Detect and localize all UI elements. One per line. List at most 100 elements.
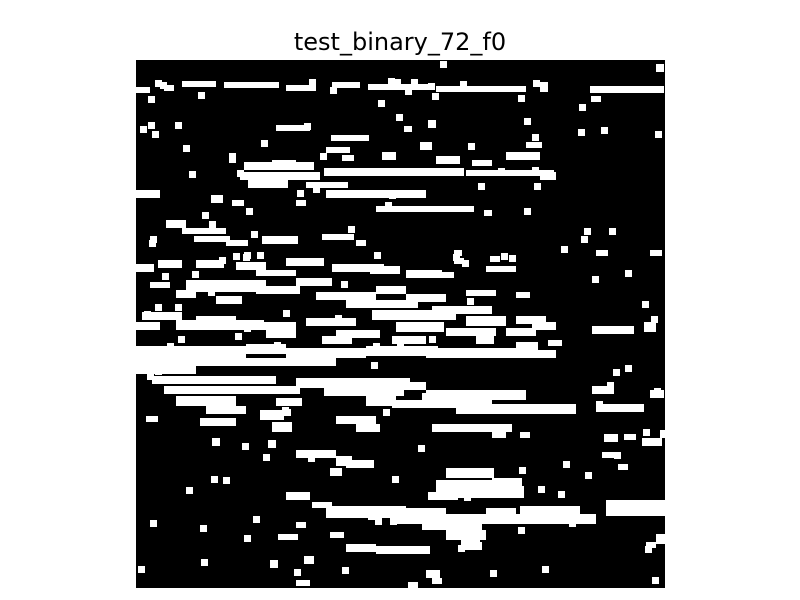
white-dot bbox=[625, 270, 632, 277]
white-dot bbox=[579, 104, 586, 111]
white-speckle bbox=[484, 210, 492, 216]
white-speckle bbox=[376, 286, 406, 294]
white-dot bbox=[584, 228, 591, 235]
white-speckle bbox=[346, 544, 376, 552]
white-speckle bbox=[520, 506, 580, 518]
white-dot bbox=[160, 82, 167, 89]
white-speckle bbox=[366, 508, 446, 516]
white-speckle bbox=[446, 468, 494, 478]
white-speckle bbox=[356, 240, 366, 246]
white-dot bbox=[150, 236, 157, 243]
white-dot bbox=[542, 566, 549, 573]
white-speckle bbox=[296, 580, 310, 586]
white-speckle bbox=[646, 542, 656, 548]
white-speckle bbox=[286, 348, 366, 358]
white-speckle bbox=[540, 172, 556, 180]
white-speckle bbox=[422, 520, 482, 530]
white-dot bbox=[394, 79, 401, 86]
white-dot bbox=[335, 315, 342, 322]
white-speckle bbox=[492, 478, 522, 486]
white-dot bbox=[490, 570, 497, 577]
white-dot bbox=[235, 333, 242, 340]
white-speckle bbox=[426, 310, 456, 320]
white-dot bbox=[518, 527, 525, 534]
white-dot bbox=[509, 255, 516, 262]
white-speckle bbox=[342, 155, 354, 161]
white-dot bbox=[578, 129, 585, 136]
white-dot bbox=[244, 535, 251, 542]
white-dot bbox=[440, 61, 447, 68]
white-speckle bbox=[226, 240, 248, 246]
white-speckle bbox=[158, 260, 182, 268]
binary-image bbox=[136, 60, 665, 588]
white-dot bbox=[418, 445, 425, 452]
white-speckle bbox=[426, 390, 526, 400]
white-speckle bbox=[256, 270, 296, 276]
white-speckle bbox=[350, 378, 410, 386]
white-speckle bbox=[322, 234, 354, 240]
white-dot bbox=[192, 271, 199, 278]
binary-mask-svg bbox=[136, 60, 665, 588]
white-dot bbox=[625, 365, 632, 372]
white-speckle bbox=[324, 168, 464, 176]
white-dot bbox=[432, 93, 439, 100]
white-speckle bbox=[296, 200, 306, 206]
white-speckle bbox=[591, 96, 601, 102]
white-dot bbox=[521, 153, 528, 160]
white-dot bbox=[246, 208, 253, 215]
white-dot bbox=[422, 393, 429, 400]
white-dot bbox=[453, 254, 460, 261]
white-speckle bbox=[454, 486, 524, 498]
white-dot bbox=[144, 311, 151, 318]
white-speckle bbox=[268, 440, 276, 448]
white-dot bbox=[655, 131, 662, 138]
white-dot bbox=[643, 429, 650, 436]
white-dot bbox=[392, 476, 399, 483]
white-dot bbox=[609, 228, 616, 235]
white-dot bbox=[175, 304, 182, 311]
white-speckle bbox=[596, 250, 608, 256]
white-dot bbox=[304, 123, 311, 130]
white-dot bbox=[581, 236, 588, 243]
white-speckle bbox=[624, 434, 636, 440]
white-dot bbox=[532, 134, 539, 141]
white-dot bbox=[309, 79, 316, 86]
white-speckle bbox=[276, 398, 302, 406]
white-dot bbox=[524, 208, 531, 215]
white-dot bbox=[251, 231, 258, 238]
white-dot bbox=[178, 336, 185, 343]
white-speckle bbox=[406, 294, 446, 302]
white-dot bbox=[460, 81, 467, 88]
white-dot bbox=[478, 183, 485, 190]
white-speckle bbox=[436, 86, 526, 92]
white-dot bbox=[532, 167, 539, 174]
white-speckle bbox=[246, 344, 286, 354]
white-speckle bbox=[592, 326, 634, 334]
white-speckle bbox=[336, 456, 352, 466]
white-speckle bbox=[296, 378, 360, 388]
white-speckle bbox=[146, 416, 158, 422]
white-speckle bbox=[454, 250, 462, 256]
white-speckle bbox=[466, 290, 496, 296]
white-dot bbox=[342, 567, 349, 574]
white-speckle bbox=[331, 135, 369, 141]
white-speckle bbox=[336, 330, 380, 338]
white-speckle bbox=[506, 328, 536, 336]
white-dot bbox=[390, 518, 397, 525]
white-dot bbox=[183, 145, 190, 152]
white-speckle bbox=[262, 236, 298, 244]
white-dot bbox=[501, 253, 508, 260]
white-speckle bbox=[432, 424, 512, 432]
white-dot bbox=[150, 520, 157, 527]
white-speckle bbox=[660, 430, 665, 438]
white-speckle bbox=[656, 64, 664, 72]
white-dot bbox=[385, 202, 392, 209]
white-speckle bbox=[136, 322, 160, 330]
white-speckle bbox=[150, 282, 170, 288]
white-speckle bbox=[596, 404, 644, 412]
white-speckle bbox=[244, 162, 314, 170]
white-dot bbox=[341, 281, 348, 288]
white-speckle bbox=[432, 578, 442, 584]
white-speckle bbox=[336, 416, 376, 424]
